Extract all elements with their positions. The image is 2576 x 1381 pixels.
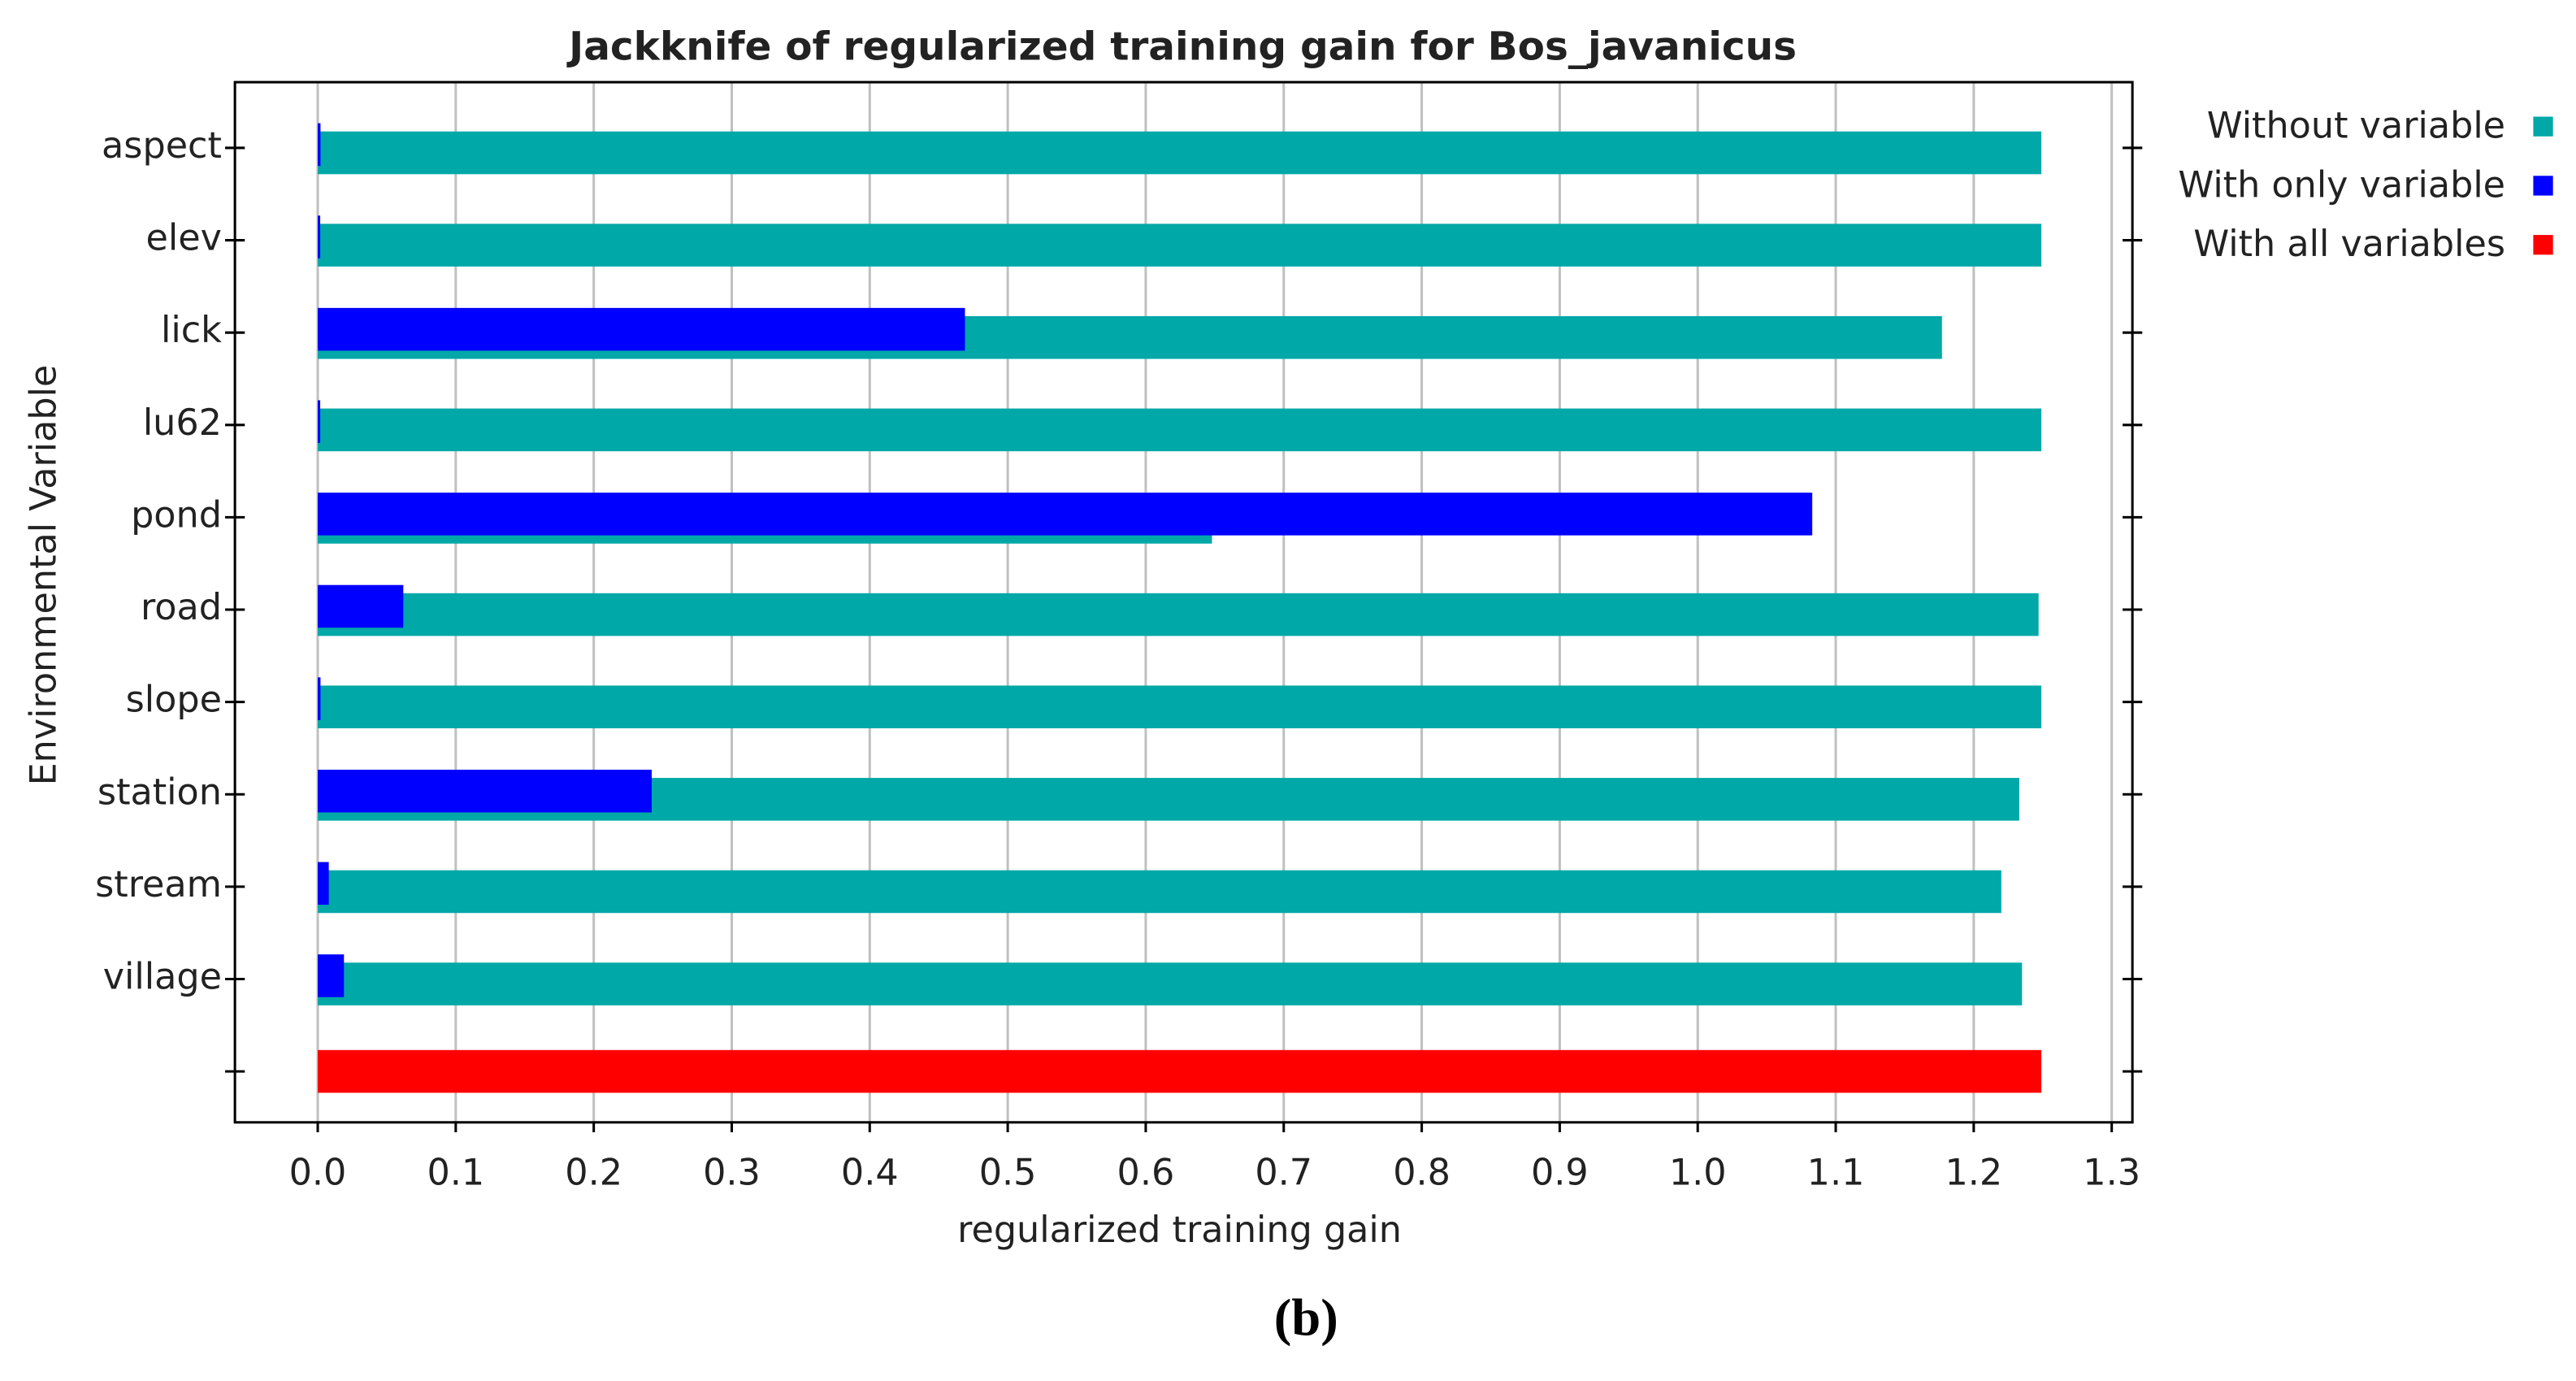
- y-tick-label: road: [141, 587, 222, 628]
- legend-swatch: [2533, 176, 2553, 196]
- y-tick-label: slope: [126, 680, 222, 721]
- x-tick-label: 0.7: [1255, 1152, 1312, 1193]
- chart-title: Jackknife of regularized training gain f…: [566, 24, 1797, 70]
- plot-frame: [233, 80, 2134, 1124]
- bar: [318, 224, 2042, 267]
- x-axis-label: regularized training gain: [957, 1209, 1402, 1251]
- y-tick-label: lu62: [143, 402, 222, 444]
- bar: [318, 584, 404, 628]
- bar: [318, 862, 329, 905]
- legend-swatch: [2533, 116, 2553, 137]
- x-tick-label: 0.6: [1117, 1152, 1175, 1193]
- x-tick-label: 0.5: [979, 1152, 1037, 1193]
- bar: [318, 131, 2042, 175]
- bar: [318, 493, 1813, 536]
- y-tick-label: elev: [146, 218, 222, 259]
- legend-label: With all variables: [2193, 224, 2505, 265]
- x-tick-label: 0.8: [1393, 1152, 1451, 1193]
- bar: [318, 593, 2039, 636]
- bar: [318, 1049, 2042, 1093]
- bar: [318, 408, 2042, 452]
- y-tick-label: village: [103, 957, 222, 998]
- x-tick-label: 1.1: [1807, 1152, 1865, 1193]
- y-tick-label: station: [98, 771, 222, 813]
- legend-swatch: [2533, 235, 2553, 255]
- y-tick-label: aspect: [102, 125, 222, 167]
- y-tick-label: lick: [161, 310, 222, 351]
- x-tick-label: 1.3: [2083, 1152, 2140, 1193]
- x-tick-label: 0.1: [427, 1152, 484, 1193]
- x-tick-label: 0.0: [289, 1152, 347, 1193]
- y-axis-label: Environmental Variable: [24, 365, 65, 786]
- y-tick-label: stream: [95, 864, 222, 905]
- legend-label: Without variable: [2207, 106, 2505, 147]
- bar: [318, 215, 321, 258]
- bar: [318, 962, 2023, 1005]
- x-tick-label: 0.9: [1531, 1152, 1589, 1193]
- legend-label: With only variable: [2178, 164, 2505, 206]
- y-tick-label: pond: [131, 494, 222, 536]
- caption: (b): [1274, 1288, 1338, 1346]
- bar: [318, 685, 2042, 728]
- x-tick-label: 0.4: [841, 1152, 899, 1193]
- x-tick-label: 1.0: [1669, 1152, 1727, 1193]
- bar: [318, 400, 321, 444]
- bar: [318, 769, 652, 813]
- x-tick-label: 0.2: [565, 1152, 622, 1193]
- bar: [318, 307, 965, 351]
- bar: [318, 870, 2001, 914]
- x-tick-label: 0.3: [703, 1152, 761, 1193]
- bar: [318, 954, 345, 997]
- bar: [318, 123, 321, 167]
- bar: [318, 677, 321, 720]
- x-tick-label: 1.2: [1945, 1152, 2002, 1193]
